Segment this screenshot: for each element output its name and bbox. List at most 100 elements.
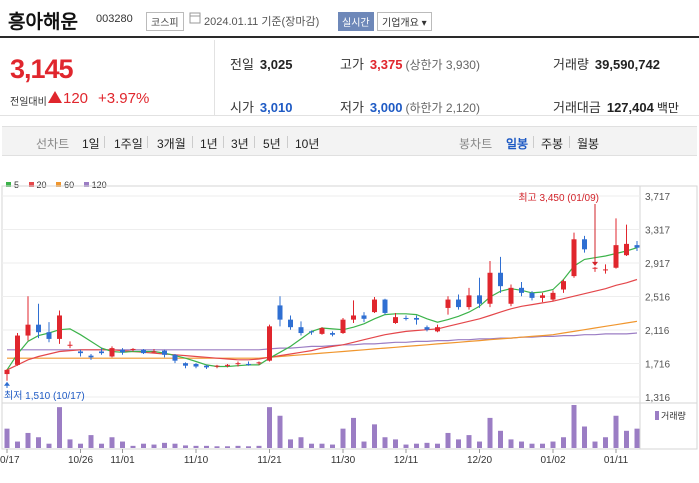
- candle-body: [288, 319, 293, 328]
- period-daily[interactable]: 일봉: [506, 137, 529, 151]
- volume-bar: [67, 439, 73, 448]
- max-arrow-head: [592, 261, 598, 266]
- period-3m[interactable]: 3개월: [157, 137, 186, 151]
- volume-bar: [519, 441, 524, 448]
- volume-bar: [120, 441, 125, 448]
- candle-body: [519, 287, 524, 293]
- candle-body: [561, 281, 566, 290]
- candle-body: [319, 328, 325, 334]
- candle-body: [529, 292, 535, 298]
- volume-bar: [540, 443, 545, 448]
- legend-ma120: 120: [83, 180, 107, 190]
- candle-body: [267, 326, 272, 361]
- volume-bar: [319, 443, 325, 448]
- low-price: 저가 3,000 (하한가 2,120): [340, 100, 480, 115]
- candle-chart-label: 봉차트: [459, 137, 493, 151]
- y-tick-label: 2,116: [645, 326, 670, 337]
- candle-body: [540, 295, 545, 298]
- volume-bar: [456, 439, 461, 448]
- period-5y[interactable]: 5년: [263, 137, 281, 151]
- candle-body: [4, 369, 10, 375]
- candle-body: [403, 317, 409, 319]
- candle-body: [298, 327, 304, 334]
- period-10y[interactable]: 10년: [295, 137, 320, 151]
- volume-bar: [592, 441, 598, 448]
- volume-bar: [141, 443, 146, 448]
- volume-bar: [298, 437, 304, 448]
- volume-bar: [624, 430, 629, 448]
- realtime-button[interactable]: 실시간: [338, 12, 374, 31]
- period-1w[interactable]: 1주일: [114, 137, 143, 151]
- volume-bar: [309, 443, 314, 448]
- candle-body: [445, 299, 451, 308]
- candle-body: [361, 315, 367, 319]
- volume-bar: [277, 415, 283, 448]
- volume-bar: [256, 445, 262, 448]
- candle-body: [235, 363, 241, 365]
- candle-body: [88, 355, 94, 358]
- quote-date: 2024.01.11 기준(장마감): [204, 16, 320, 28]
- legend-ma20: 20: [28, 180, 47, 190]
- company-overview-dropdown[interactable]: 기업개요 ▾: [377, 12, 432, 31]
- volume-bar: [351, 417, 356, 448]
- quote-panel: 3,145 전일대비 120 +3.97% 전일 3,025 고가 3,375 (상한…: [0, 40, 699, 116]
- candle-body: [141, 349, 146, 354]
- volume-bar: [36, 437, 41, 448]
- ma-legend: 5 20 60 120: [6, 180, 114, 190]
- volume-bar: [424, 442, 430, 448]
- change-label: 전일대비: [10, 97, 47, 108]
- candle-body: [130, 348, 136, 350]
- candle-body: [183, 363, 188, 366]
- candle-body: [571, 239, 577, 277]
- period-weekly[interactable]: 주봉: [541, 137, 564, 151]
- change-value: 120: [63, 90, 89, 107]
- candle-body: [414, 317, 419, 320]
- volume-bar: [151, 444, 157, 448]
- volume-bar: [88, 435, 94, 448]
- candle-body: [57, 315, 62, 339]
- y-tick-label: 3,317: [645, 225, 670, 236]
- candle-body: [214, 365, 220, 367]
- volume-bar: [162, 442, 167, 448]
- volume-bar: [414, 443, 419, 448]
- period-1d[interactable]: 1일: [82, 137, 100, 151]
- x-tick-label: 11/21: [257, 455, 282, 466]
- trade-value: 거래대금 127,404 백만: [553, 100, 679, 115]
- volume-bar: [204, 445, 209, 448]
- y-tick-label: 2,516: [645, 293, 670, 304]
- ma-line-ma60: [7, 320, 638, 359]
- stock-name: 흥아해운: [8, 11, 78, 33]
- volume-bar: [4, 428, 10, 448]
- volume-panel-frame: [1, 402, 698, 450]
- volume-bar: [403, 444, 409, 448]
- min-annotation: 최저 1,510 (10/17): [4, 390, 85, 402]
- volume-bar: [361, 441, 367, 448]
- x-tick-label: 12/20: [467, 455, 492, 466]
- period-1y[interactable]: 1년: [200, 137, 218, 151]
- volume-bar: [613, 415, 619, 448]
- volume-legend: 거래량: [655, 409, 686, 422]
- period-3y[interactable]: 3년: [231, 137, 249, 151]
- candle-body: [151, 351, 157, 353]
- candle-body: [309, 331, 314, 333]
- period-monthly[interactable]: 월봉: [577, 137, 600, 151]
- current-price: 3,145: [10, 54, 74, 84]
- volume-bar: [15, 441, 20, 448]
- chevron-down-icon: ▾: [421, 18, 427, 29]
- prev-close: 전일 3,025: [230, 57, 293, 72]
- candle-body: [508, 287, 514, 304]
- open-price: 시가 3,010: [230, 100, 293, 115]
- candle-body: [256, 362, 262, 364]
- legend-ma60: 60: [56, 180, 74, 190]
- volume-bar: [435, 443, 440, 448]
- stock-code: 003280: [96, 13, 133, 25]
- candle-body: [372, 299, 377, 313]
- volume-bar: [78, 443, 83, 448]
- x-tick-label: 12/11: [394, 455, 419, 466]
- market-badge: 코스피: [146, 12, 184, 31]
- volume-bar: [330, 444, 335, 448]
- candle-body: [466, 295, 472, 308]
- candle-body: [15, 335, 20, 365]
- candle-body: [162, 350, 167, 355]
